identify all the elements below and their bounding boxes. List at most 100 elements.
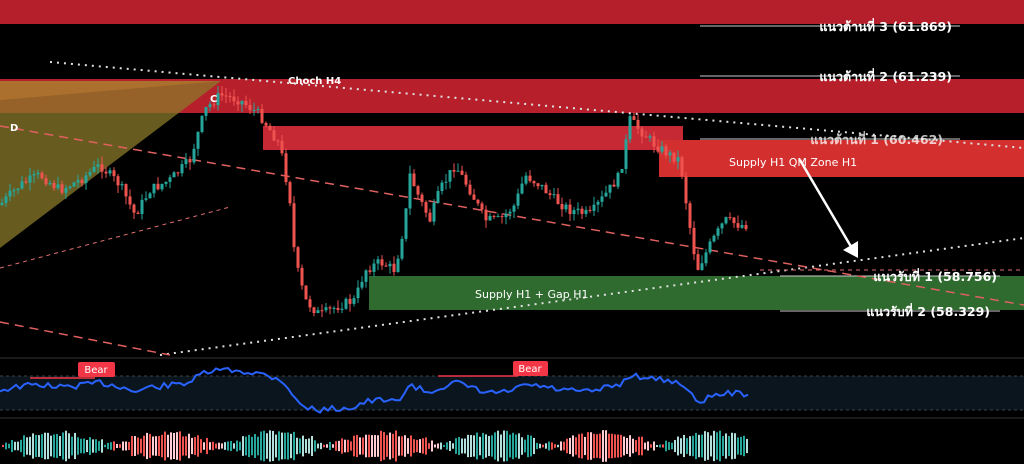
hist-bar	[431, 440, 433, 452]
hist-bar	[656, 444, 658, 448]
hist-bar	[38, 435, 40, 457]
candle-body	[580, 208, 584, 214]
hist-bar	[734, 433, 736, 459]
hist-bar	[686, 438, 688, 454]
hist-bar	[383, 432, 385, 460]
candle-body	[648, 136, 652, 138]
hist-bar	[653, 441, 655, 451]
candle-body	[552, 194, 556, 196]
candle-body	[332, 307, 336, 309]
hist-bar	[497, 430, 499, 462]
candle-body	[256, 109, 260, 111]
candle-body	[244, 100, 248, 106]
resistance-3-zone	[0, 0, 1024, 24]
level-label-r1: แนวต้านที่ 1 (60.462)	[810, 131, 943, 147]
hist-bar	[488, 435, 490, 457]
candle-body	[628, 116, 632, 140]
candle-body	[452, 170, 456, 172]
hist-bar	[584, 436, 586, 456]
hist-bar	[17, 441, 19, 451]
candle-body	[288, 182, 292, 204]
hist-bar	[200, 439, 202, 453]
candle-body	[108, 170, 112, 174]
hist-bar	[566, 438, 568, 454]
hist-bar	[257, 436, 259, 456]
hist-bar	[464, 438, 466, 454]
hist-bar	[206, 437, 208, 455]
candle-body	[0, 202, 4, 205]
candle-body	[364, 270, 368, 282]
candle-body	[572, 210, 576, 215]
hist-bar	[152, 436, 154, 456]
hist-bar	[638, 436, 640, 456]
hist-bar	[59, 436, 61, 456]
candle-body	[180, 164, 184, 174]
hist-bar	[50, 435, 52, 457]
hist-bar	[182, 436, 184, 456]
candle-body	[268, 125, 272, 131]
hist-bar	[263, 430, 265, 462]
candle-body	[104, 171, 108, 174]
candle-body	[148, 193, 152, 199]
hist-bar	[401, 436, 403, 456]
hist-bar	[536, 442, 538, 450]
hist-bar	[449, 440, 451, 452]
hist-bar	[599, 433, 601, 459]
candle-body	[96, 164, 100, 167]
hist-bar	[590, 432, 592, 460]
candle-body	[260, 109, 264, 123]
hist-bar	[524, 439, 526, 453]
hist-bar	[230, 440, 232, 452]
candle-body	[712, 235, 716, 242]
hist-bar	[668, 442, 670, 450]
candle-body	[668, 152, 672, 156]
candle-body	[664, 146, 668, 156]
hist-bar	[368, 434, 370, 458]
candle-body	[596, 201, 600, 205]
candle-body	[536, 183, 540, 187]
hist-bar	[32, 433, 34, 459]
candle-body	[440, 182, 444, 192]
candle-body	[636, 119, 640, 129]
candle-body	[564, 204, 568, 210]
candle-body	[740, 225, 744, 228]
candle-body	[64, 188, 68, 193]
hist-bar	[470, 434, 472, 458]
hist-bar	[692, 435, 694, 457]
hist-bar	[242, 436, 244, 456]
candle-body	[720, 223, 724, 229]
hist-bar	[65, 430, 67, 462]
candle-body	[620, 168, 624, 173]
candle-body	[76, 180, 80, 183]
hist-bar	[713, 430, 715, 462]
candle-body	[236, 101, 240, 105]
hist-bar	[203, 442, 205, 450]
candle-body	[700, 263, 704, 270]
candle-body	[336, 307, 340, 310]
hist-bar	[239, 441, 241, 451]
hist-bar	[374, 435, 376, 457]
hist-bar	[353, 435, 355, 457]
rsi-band	[0, 376, 1024, 410]
hist-bar	[23, 435, 25, 457]
candle-body	[436, 191, 440, 204]
hist-bar	[155, 436, 157, 456]
hist-bar	[251, 436, 253, 456]
hist-bar	[290, 433, 292, 459]
dashed-channel-mid	[0, 125, 1024, 306]
hist-bar	[14, 441, 16, 451]
candle-body	[624, 139, 628, 169]
candle-body	[612, 184, 616, 187]
candle-body	[704, 252, 708, 264]
candle-body	[344, 298, 348, 309]
hist-bar	[416, 439, 418, 453]
candle-body	[652, 136, 656, 147]
hist-bar	[47, 432, 49, 460]
candle-body	[16, 188, 20, 191]
hist-bar	[440, 442, 442, 450]
candle-body	[736, 223, 740, 228]
candle-body	[176, 172, 180, 174]
hist-bar	[248, 434, 250, 458]
candle-body	[556, 194, 560, 205]
